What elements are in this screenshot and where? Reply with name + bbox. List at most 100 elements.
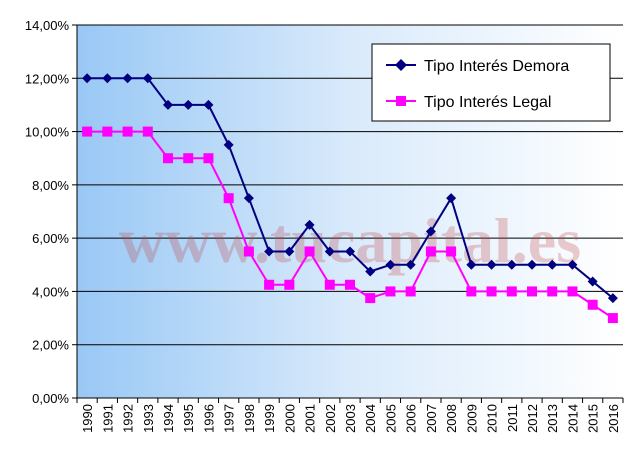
data-point-diamond <box>122 73 133 84</box>
x-tick-label: 2011 <box>505 404 520 432</box>
data-point-square <box>284 279 295 290</box>
legend: Tipo Interés Demora Tipo Interés Legal <box>371 43 611 122</box>
data-point-diamond <box>567 259 578 270</box>
x-tick-label: 2014 <box>565 404 580 433</box>
data-point-diamond <box>264 246 275 257</box>
series-layer <box>82 73 618 324</box>
legend-marker-legal <box>396 96 406 106</box>
data-point-diamond <box>163 99 173 110</box>
data-point-square <box>547 286 558 297</box>
legend-label-demora: Tipo Interés Demora <box>424 58 569 75</box>
x-tick-label: 1998 <box>242 404 257 433</box>
data-point-square <box>466 286 477 297</box>
data-point-diamond <box>425 226 436 237</box>
data-point-diamond <box>607 293 618 304</box>
data-point-diamond <box>82 73 93 84</box>
data-point-square <box>587 299 598 310</box>
x-tick-label: 2005 <box>383 404 398 433</box>
data-point-diamond <box>506 259 517 270</box>
x-tick-label: 1991 <box>100 404 115 433</box>
x-tick-label: 2001 <box>303 404 318 433</box>
data-point-diamond <box>365 266 376 277</box>
x-tick-label: 2007 <box>424 404 439 433</box>
data-point-diamond <box>203 99 214 110</box>
data-point-square <box>102 126 113 137</box>
x-tick-label: 1995 <box>181 404 196 433</box>
data-point-diamond <box>284 246 295 257</box>
y-tick-label: 12,00% <box>25 71 70 86</box>
legend-marker-demora <box>395 59 407 71</box>
data-point-diamond <box>324 246 335 257</box>
x-tick-label: 1990 <box>80 404 95 433</box>
x-tick-label: 2002 <box>323 404 338 433</box>
x-tick-label: 2004 <box>363 404 378 433</box>
x-tick-label: 2012 <box>525 404 540 433</box>
data-point-diamond <box>243 193 254 204</box>
x-tick-label: 2013 <box>545 404 560 433</box>
axes <box>72 24 624 403</box>
data-point-square <box>567 286 578 297</box>
x-tick-label: 1997 <box>222 404 237 433</box>
x-tick-label: 2006 <box>404 404 419 433</box>
data-point-square <box>345 279 355 290</box>
data-point-square <box>527 286 537 297</box>
data-point-diamond <box>102 73 113 84</box>
x-tick-label: 1994 <box>161 404 176 433</box>
data-point-diamond <box>183 99 194 110</box>
y-tick-label: 0,00% <box>32 391 69 406</box>
data-point-diamond <box>385 259 396 270</box>
y-tick-label: 14,00% <box>25 18 70 33</box>
data-point-square <box>486 286 497 297</box>
x-axis-tick-labels: 1990 1991 1992 1993 1994 1995 1996 1997 1998 1999… <box>80 404 621 433</box>
data-point-diamond <box>345 246 355 257</box>
y-tick-label: 6,00% <box>32 231 69 246</box>
x-tick-label: 1999 <box>262 404 277 433</box>
legend-label-legal: Tipo Interés Legal <box>424 94 551 111</box>
data-point-square <box>82 126 93 137</box>
data-point-square <box>122 126 133 137</box>
data-point-diamond <box>405 259 416 270</box>
x-tick-label: 1992 <box>121 404 136 433</box>
x-tick-label: 2008 <box>444 404 459 433</box>
data-point-square <box>203 153 214 164</box>
data-point-square <box>163 153 173 164</box>
data-point-square <box>142 126 153 137</box>
legend-box <box>371 43 611 122</box>
y-tick-label: 4,00% <box>32 284 69 299</box>
data-point-diamond <box>486 259 497 270</box>
data-point-diamond <box>547 259 558 270</box>
data-point-square <box>506 286 517 297</box>
y-tick-label: 10,00% <box>25 125 70 140</box>
x-tick-label: 1996 <box>201 404 216 433</box>
data-point-diamond <box>587 276 598 287</box>
x-tick-label: 2000 <box>282 404 297 433</box>
data-point-square <box>446 246 457 257</box>
data-point-square <box>365 293 376 304</box>
y-axis-tick-labels: 0,00% 2,00% 4,00% 6,00% 8,00% 10,00% 12,00% 14,… <box>25 18 70 406</box>
data-point-diamond <box>304 219 315 230</box>
data-point-square <box>385 286 396 297</box>
series-demora <box>82 73 618 304</box>
data-point-diamond <box>527 259 537 270</box>
data-point-square <box>405 286 416 297</box>
data-point-square <box>223 193 234 204</box>
data-point-diamond <box>446 193 457 204</box>
data-point-diamond <box>223 139 234 150</box>
x-tick-label: 2015 <box>586 404 601 433</box>
x-tick-label: 2003 <box>343 404 358 433</box>
data-point-diamond <box>466 259 477 270</box>
y-tick-label: 2,00% <box>32 338 69 353</box>
data-point-square <box>324 279 335 290</box>
data-point-square <box>264 279 275 290</box>
data-point-square <box>425 246 436 257</box>
y-tick-label: 8,00% <box>32 178 69 193</box>
data-point-square <box>243 246 254 257</box>
data-point-square <box>304 246 315 257</box>
x-tick-label: 2010 <box>485 404 500 433</box>
x-tick-label: 2016 <box>606 404 621 433</box>
data-point-square <box>183 153 194 164</box>
x-tick-label: 1993 <box>141 404 156 433</box>
series-legal <box>82 126 618 324</box>
x-tick-label: 2009 <box>464 404 479 433</box>
